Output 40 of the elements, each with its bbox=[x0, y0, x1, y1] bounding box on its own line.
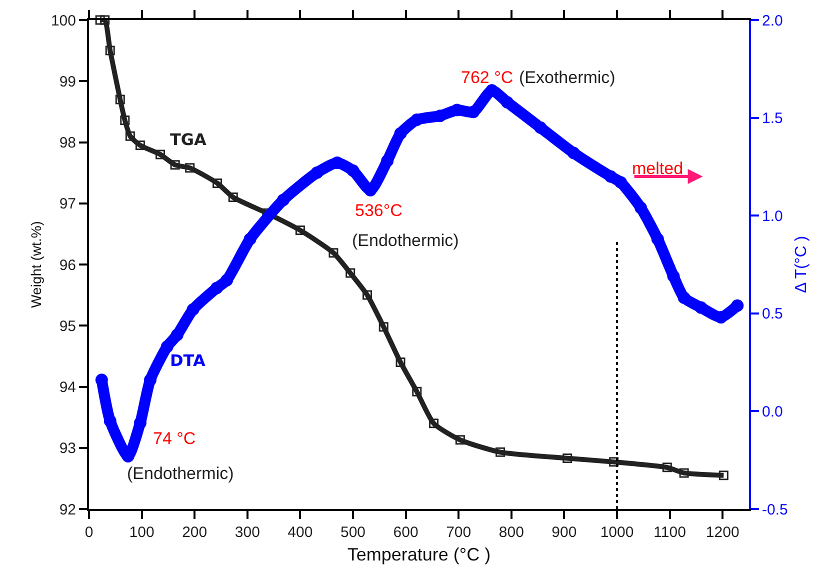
x-tick-label: 800 bbox=[498, 524, 524, 541]
y2-tick-label: 1.5 bbox=[762, 110, 783, 128]
annotation: (Endothermic) bbox=[352, 231, 459, 250]
y2-axis-title: Δ T(°C ) bbox=[793, 236, 810, 294]
y-tick-label: 95 bbox=[59, 318, 76, 335]
y-tick-label: 93 bbox=[59, 440, 76, 458]
y-tick-label: 94 bbox=[59, 379, 76, 396]
x-tick-label: 200 bbox=[182, 524, 208, 541]
y-tick-label: 97 bbox=[59, 196, 76, 213]
y-tick-label: 92 bbox=[59, 501, 76, 518]
y2-tick-label: 0.5 bbox=[762, 306, 783, 323]
annotation: 762 °C bbox=[461, 68, 514, 87]
y2-tick-label: 0.0 bbox=[762, 403, 783, 420]
x-tick-label: 1200 bbox=[706, 524, 740, 541]
series-label: DTA bbox=[170, 351, 206, 370]
x-tick-label: 1000 bbox=[600, 524, 634, 541]
y-axis-title: Weight (wt.%) bbox=[28, 221, 44, 308]
annotation: 74 °C bbox=[153, 429, 196, 448]
x-tick-label: 400 bbox=[288, 524, 313, 541]
x-tick-label: 700 bbox=[446, 524, 472, 541]
x-axis-title: Temperature (°C ) bbox=[347, 544, 491, 565]
y2-tick-label: 2.0 bbox=[762, 12, 783, 30]
x-tick-label: 0 bbox=[84, 524, 94, 541]
x-tick-label: 100 bbox=[129, 524, 154, 541]
x-tick-label: 300 bbox=[234, 524, 260, 541]
x-tick-label: 500 bbox=[340, 524, 366, 541]
y2-tick-label: -0.5 bbox=[762, 501, 788, 518]
x-tick-label: 900 bbox=[552, 524, 577, 541]
y-tick-label: 98 bbox=[59, 134, 76, 152]
x-tick-label: 1100 bbox=[654, 524, 686, 541]
x-tick-label: 600 bbox=[393, 524, 418, 541]
annotation: 536°C bbox=[355, 201, 402, 220]
series-label: TGA bbox=[170, 130, 208, 149]
y-tick-label: 100 bbox=[50, 12, 76, 30]
y-tick-label: 96 bbox=[59, 256, 76, 274]
annotation: (Endothermic) bbox=[127, 464, 234, 483]
annotation: (Exothermic) bbox=[519, 68, 616, 87]
y-tick-label: 99 bbox=[59, 73, 76, 90]
annotation: melted bbox=[632, 159, 684, 178]
y2-tick-label: 1.0 bbox=[762, 208, 783, 225]
